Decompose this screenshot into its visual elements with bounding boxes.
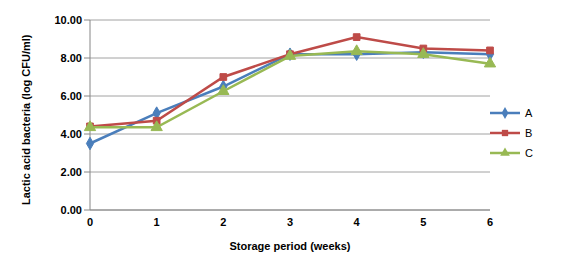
svg-text:10.00: 10.00 [54, 14, 82, 26]
svg-text:6.00: 6.00 [61, 90, 82, 102]
svg-text:5: 5 [420, 216, 426, 228]
svg-text:8.00: 8.00 [61, 52, 82, 64]
svg-text:2.00: 2.00 [61, 166, 82, 178]
svg-text:4.00: 4.00 [61, 128, 82, 140]
html-text:A: A [525, 106, 533, 119]
svg-text:1: 1 [154, 216, 160, 228]
html-text:B: B [525, 126, 533, 139]
svg-text:0: 0 [87, 216, 93, 228]
svg-text:4: 4 [354, 216, 361, 228]
svg-text:0.00: 0.00 [61, 204, 82, 216]
svg-text:3: 3 [287, 216, 293, 228]
svg-text:2: 2 [220, 216, 226, 228]
html-text:C: C [525, 146, 533, 159]
svg-text:Storage period (weeks): Storage period (weeks) [229, 240, 350, 252]
svg-text:Lactic acid bacteria (log CFU/: Lactic acid bacteria (log CFU/ml) [20, 34, 32, 205]
svg-text:6: 6 [487, 216, 493, 228]
